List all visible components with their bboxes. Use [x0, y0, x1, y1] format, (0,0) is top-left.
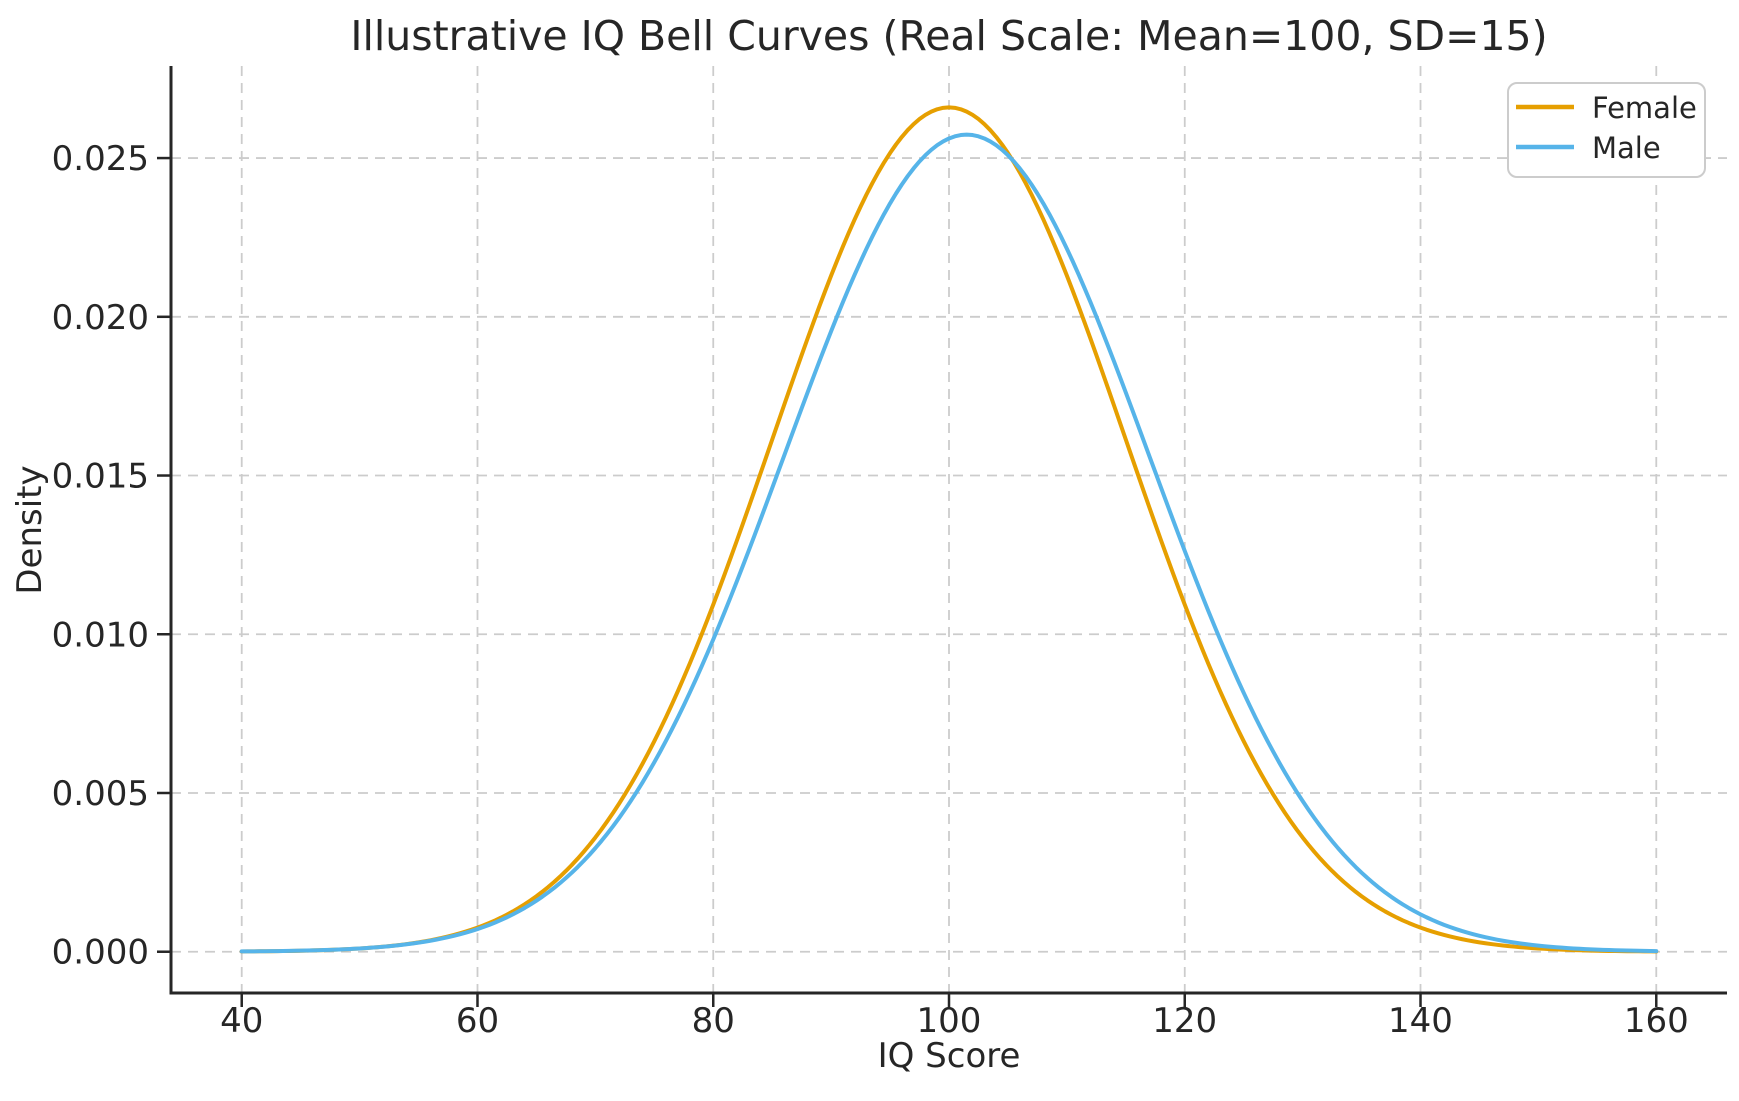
x-tick-label: 100 [917, 1001, 982, 1041]
x-tick-label: 140 [1388, 1001, 1453, 1041]
legend-label-female: Female [1592, 91, 1697, 125]
y-tick-label: 0.025 [52, 139, 149, 179]
curves [239, 105, 1659, 954]
y-tick-label: 0.020 [52, 298, 149, 338]
y-tick-label: 0.005 [52, 774, 149, 814]
axis-ticks [157, 156, 1658, 1007]
y-tick-labels: 0.000 0.005 0.010 0.015 0.020 0.025 [52, 139, 149, 973]
legend: Female Male [1507, 82, 1706, 178]
legend-label-male: Male [1592, 131, 1661, 165]
x-tick-label: 120 [1152, 1001, 1217, 1041]
chart-title: Illustrative IQ Bell Curves (Real Scale:… [350, 12, 1548, 60]
x-tick-label: 60 [456, 1001, 499, 1041]
x-tick-labels: 40 60 80 100 120 140 160 [220, 1001, 1689, 1041]
y-tick-label: 0.010 [52, 615, 149, 655]
curve-male [239, 132, 1659, 954]
x-tick-label: 160 [1624, 1001, 1689, 1041]
x-tick-label: 40 [220, 1001, 263, 1041]
y-tick-label: 0.015 [52, 457, 149, 497]
x-tick-label: 80 [692, 1001, 735, 1041]
gridlines [171, 66, 1727, 993]
y-tick-label: 0.000 [52, 933, 149, 973]
x-axis-label: IQ Score [877, 1036, 1021, 1076]
